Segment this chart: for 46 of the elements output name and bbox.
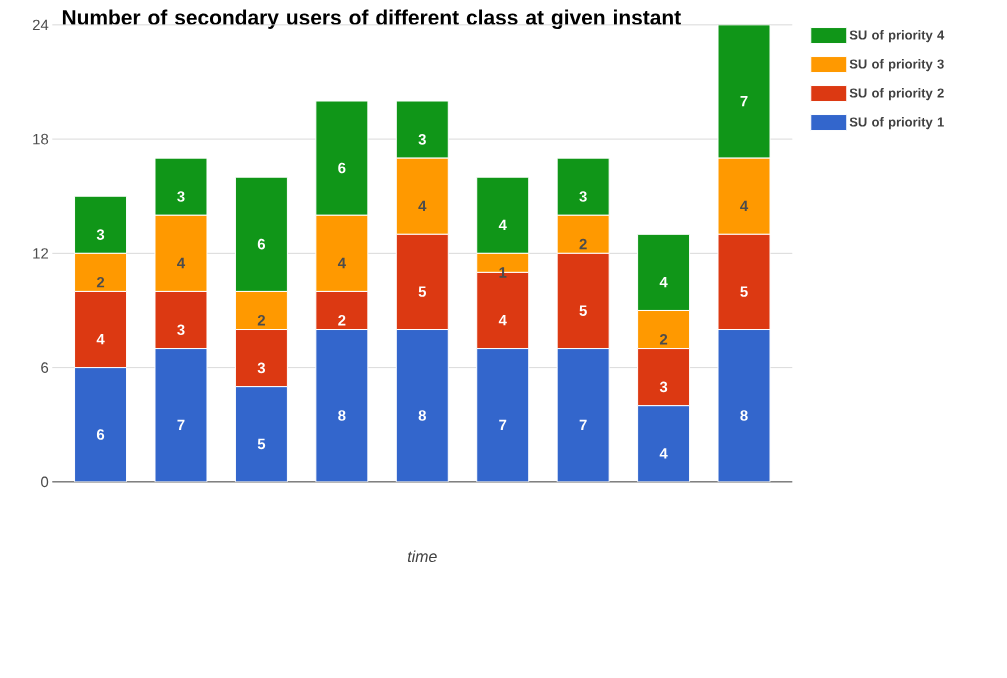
x-axis-title: time — [407, 550, 437, 563]
data-label: 3 — [177, 191, 185, 202]
data-label: 7 — [499, 419, 507, 430]
data-label: 2 — [338, 314, 346, 326]
y-tick-label: 6 — [41, 362, 49, 373]
data-label: 4 — [418, 200, 427, 212]
legend-label: SU of priority 3 — [849, 59, 944, 72]
data-label: 5 — [740, 286, 748, 297]
data-label: 5 — [418, 286, 427, 297]
data-label: 4 — [337, 257, 346, 269]
legend-label: SU of priority 1 — [849, 117, 944, 130]
data-label: 8 — [418, 410, 426, 421]
y-tick-label: 18 — [33, 133, 49, 145]
data-label: 5 — [257, 438, 266, 450]
y-tick-label: 0 — [41, 476, 49, 488]
data-label: 3 — [257, 362, 266, 374]
data-label: 2 — [96, 276, 105, 288]
data-label: 7 — [740, 96, 748, 107]
data-label: 4 — [498, 314, 507, 326]
y-tick-label: 24 — [32, 19, 49, 31]
data-label: 6 — [338, 162, 346, 174]
data-label: 8 — [338, 410, 346, 421]
data-label: 8 — [740, 410, 748, 421]
data-label: 3 — [579, 191, 587, 202]
data-label: 4 — [659, 276, 668, 288]
legend-label: SU of priority 4 — [849, 30, 945, 43]
data-label: 4 — [659, 448, 668, 459]
data-label: 2 — [579, 238, 587, 250]
data-label: 2 — [659, 334, 668, 345]
data-label: 4 — [740, 200, 749, 212]
data-label: 4 — [96, 334, 105, 345]
data-label: 3 — [418, 134, 426, 145]
data-label: 7 — [177, 419, 185, 430]
data-label: 6 — [96, 429, 105, 440]
data-label: 6 — [257, 238, 266, 250]
legend-label: SU of priority 2 — [849, 88, 944, 101]
data-label: 2 — [257, 314, 265, 326]
data-label: 3 — [659, 381, 668, 393]
data-label: 3 — [177, 324, 185, 336]
data-label: 4 — [498, 219, 507, 231]
data-label: 7 — [579, 419, 587, 430]
data-label: 4 — [177, 257, 186, 269]
data-label: 3 — [96, 229, 105, 240]
y-tick-label: 12 — [33, 248, 49, 259]
data-label: 5 — [579, 305, 587, 316]
chart-title: Number of secondary users of different class at given instant — [62, 9, 681, 30]
